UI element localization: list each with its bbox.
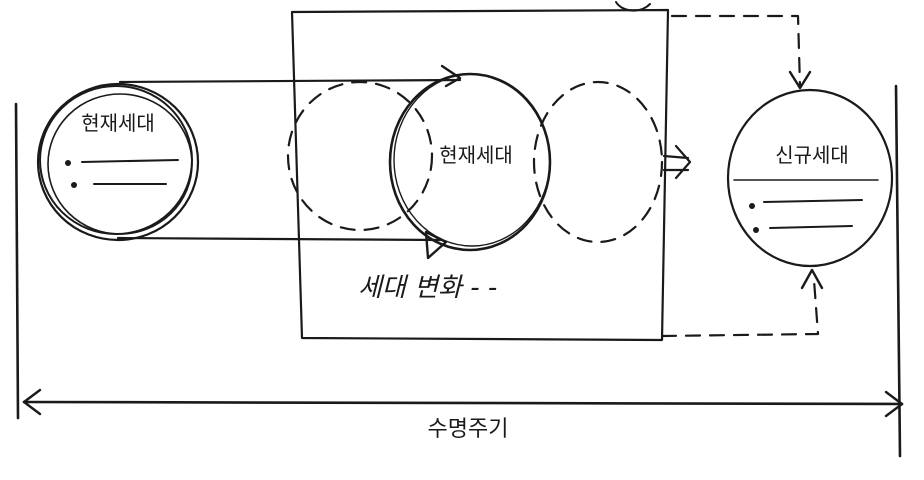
top-dashed-connector [670, 14, 802, 88]
future-node-label: 신규세대 [775, 143, 849, 167]
lifecycle-right-bound [894, 84, 902, 458]
dashed-circle-right [532, 80, 664, 244]
left-node-bullet-2 [71, 182, 77, 188]
center-generation-node: 현재세대 [388, 72, 552, 252]
bottom-dashed-connector [660, 278, 820, 338]
lifecycle-left-arrowhead [22, 388, 42, 416]
future-node-line-2 [769, 225, 853, 229]
left-node-label: 현재세대 [81, 111, 155, 135]
top-dashed-arrowhead [788, 70, 812, 90]
change-annotation: 세대 변화 - - [358, 273, 497, 303]
center-node-label: 현재세대 [439, 143, 513, 167]
future-generation-node: 신규세대 [726, 88, 894, 268]
dashed-circle-left [286, 80, 434, 232]
lower-connector [116, 236, 442, 242]
left-generation-node: 현재세대 [36, 82, 200, 242]
upper-arrowhead [440, 64, 462, 88]
lifecycle-label: 수명주기 [428, 417, 509, 442]
future-node-line-1 [763, 199, 863, 203]
frame-loop-mark [615, 1, 651, 12]
future-node-bullet-2 [753, 227, 759, 233]
future-node-bullet-1 [749, 203, 755, 209]
lifecycle-left-bound [14, 102, 20, 420]
left-node-bullet-1 [65, 160, 71, 166]
left-node-line-1 [81, 159, 179, 163]
upper-connector [118, 78, 462, 84]
lifecycle-span-line [22, 400, 904, 406]
bottom-dashed-arrowhead [800, 268, 824, 290]
transition-arrow [662, 144, 692, 180]
lifecycle-right-arrowhead [884, 390, 904, 418]
transition-box [290, 8, 670, 342]
